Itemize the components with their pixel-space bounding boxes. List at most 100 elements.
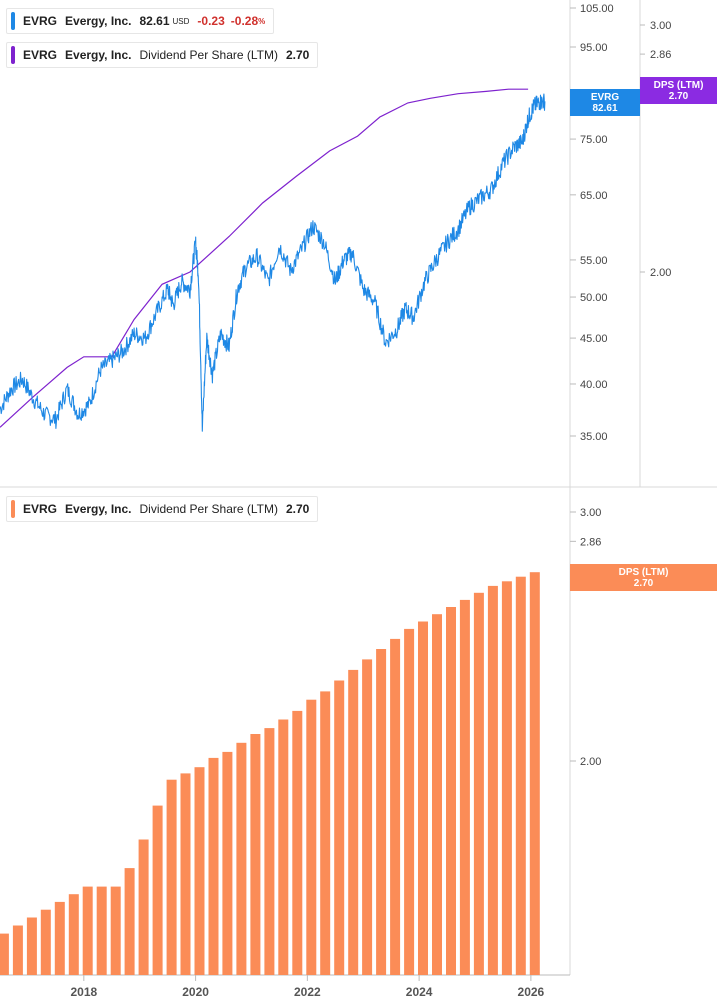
- dps-bar: [348, 669, 359, 975]
- price-legend-currency: USD: [172, 16, 190, 26]
- price-tick-label: 45.00: [580, 333, 608, 345]
- x-tick-label: 2018: [70, 985, 97, 999]
- dps-bar: [96, 886, 107, 975]
- dps-bar: [529, 572, 540, 975]
- dps-bottom-tag: DPS (LTM)2.70: [570, 564, 717, 591]
- price-legend-change-pct: -0.28: [230, 14, 259, 28]
- dps-bar: [487, 585, 498, 975]
- price-tick-label: 35.00: [580, 431, 608, 443]
- dps-bar: [68, 894, 79, 975]
- dps-bar: [82, 886, 93, 975]
- dps-bar: [40, 909, 51, 975]
- dps-top-legend-value: 2.70: [286, 48, 310, 62]
- dps-bar: [138, 839, 149, 975]
- dps-bar: [362, 659, 373, 975]
- dps-line: [0, 88, 529, 428]
- dps-top-tag-value: 2.70: [669, 91, 689, 102]
- price-legend[interactable]: EVRG Evergy, Inc. 82.61 USD -0.23 -0.28%: [6, 8, 275, 34]
- dps-top-legend-ticker: EVRG: [23, 48, 58, 62]
- dps-top-tag: DPS (LTM)2.70: [640, 77, 717, 104]
- dps-bar: [501, 581, 512, 975]
- dps-bar: [264, 728, 275, 975]
- x-tick-label: 2020: [182, 985, 209, 999]
- price-legend-price: 82.61: [139, 14, 170, 28]
- dps-bottom-legend-ticker: EVRG: [23, 502, 58, 516]
- price-tick-label: 75.00: [580, 134, 608, 146]
- price-tick-label: 50.00: [580, 292, 608, 304]
- price-tag-label: EVRG: [591, 92, 620, 103]
- dps-top-legend-name: Evergy, Inc.: [65, 48, 132, 62]
- dps-top-tag-bg: [640, 77, 717, 104]
- dps-bar: [166, 779, 177, 975]
- dps-bar: [194, 767, 205, 975]
- price-tag-bg: [570, 89, 640, 116]
- dps-bar: [320, 691, 331, 975]
- dps-bars: [0, 572, 540, 975]
- dps-bottom-legend-metric: Dividend Per Share (LTM): [139, 502, 279, 516]
- price-legend-pct-sign: %: [258, 16, 266, 26]
- x-tick-label: 2026: [518, 985, 545, 999]
- bar-tick-label: 3.00: [580, 507, 601, 519]
- price-line-layer: [0, 93, 546, 432]
- dps-line-layer: [0, 88, 529, 428]
- dps-bar-swatch: [11, 500, 15, 518]
- dps-bar: [222, 751, 233, 975]
- price-tick-label: 55.00: [580, 255, 608, 267]
- dps-bar: [54, 901, 65, 975]
- dps-bar: [473, 592, 484, 975]
- axes-layer: [0, 0, 717, 981]
- dps-bar: [124, 868, 135, 975]
- dps-top-tag-label: DPS (LTM): [654, 80, 704, 91]
- x-tick-label: 2024: [406, 985, 433, 999]
- dps-legend-top[interactable]: EVRG Evergy, Inc. Dividend Per Share (LT…: [6, 42, 319, 68]
- bar-tick-label: 2.00: [580, 756, 601, 768]
- dps-bottom-legend-value: 2.70: [286, 502, 310, 516]
- dps-bar: [306, 699, 317, 975]
- dps-bar: [12, 925, 23, 975]
- dps-bar: [208, 757, 219, 975]
- price-tick-label: 40.00: [580, 379, 608, 391]
- dps-bar: [236, 742, 247, 975]
- dps-bar: [376, 649, 387, 975]
- price-swatch: [11, 12, 15, 30]
- dps-bar: [432, 614, 442, 975]
- dps-bar: [180, 773, 191, 975]
- price-legend-ticker: EVRG: [23, 14, 58, 28]
- dps-bottom-tag-value: 2.70: [634, 578, 654, 589]
- dps-bar: [515, 576, 526, 975]
- dps-bar: [0, 933, 9, 975]
- dps-legend-bottom[interactable]: EVRG Evergy, Inc. Dividend Per Share (LT…: [6, 496, 319, 522]
- price-line: [0, 93, 546, 432]
- dps-tick-label: 2.86: [650, 49, 671, 61]
- dps-bottom-tag-label: DPS (LTM): [619, 567, 669, 578]
- dps-bar: [152, 805, 163, 975]
- price-tick-label: 105.00: [580, 3, 614, 15]
- dps-top-legend-metric: Dividend Per Share (LTM): [139, 48, 279, 62]
- dps-bar: [390, 638, 401, 975]
- price-tag-value: 82.61: [592, 103, 617, 114]
- dps-bottom-legend-name: Evergy, Inc.: [65, 502, 132, 516]
- price-legend-name: Evergy, Inc.: [65, 14, 132, 28]
- price-tick-label: 65.00: [580, 190, 608, 202]
- dps-bar: [292, 710, 303, 975]
- x-tick-label: 2022: [294, 985, 321, 999]
- dps-bar: [418, 621, 428, 975]
- dps-bar: [26, 917, 37, 975]
- dps-tick-label: 2.00: [650, 267, 671, 279]
- dps-bar: [110, 886, 121, 975]
- dps-bar: [404, 628, 415, 975]
- price-tick-label: 95.00: [580, 42, 608, 54]
- dps-line-swatch: [11, 46, 15, 64]
- dps-bar: [446, 607, 456, 975]
- dps-bar: [334, 680, 345, 975]
- bar-tick-label: 2.86: [580, 536, 601, 548]
- dps-bar: [278, 719, 289, 975]
- tick-labels: 105.00 95.00 75.00 65.00 55.00 50.00 45.00 40.0…: [70, 3, 671, 999]
- dps-tick-label: 3.00: [650, 20, 671, 32]
- price-legend-change: -0.23: [197, 14, 225, 28]
- dps-bar: [250, 734, 261, 975]
- dps-bottom-tag-bg: [570, 564, 717, 591]
- dps-bar: [459, 599, 470, 975]
